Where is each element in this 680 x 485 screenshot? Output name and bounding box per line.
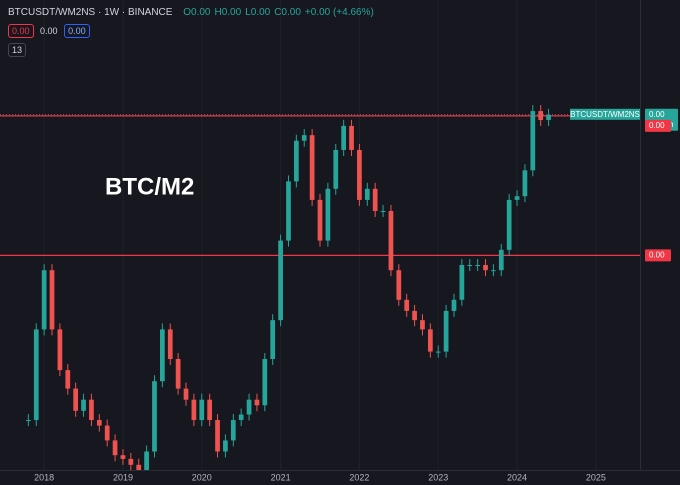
price-label: 0.00 [649, 251, 665, 260]
candle-body [183, 388, 189, 400]
symbol: BTCUSDT/WM2NS · 1W · BINANCE [8, 7, 173, 18]
candle-body [293, 140, 299, 182]
count: 13 [8, 43, 27, 57]
candle-body [49, 270, 55, 330]
candle-body [309, 135, 315, 200]
input[interactable]: 0.00 [40, 26, 58, 36]
candle-body [546, 114, 551, 120]
candle-body [254, 399, 260, 406]
ohlc-value: O0.00 [183, 7, 211, 18]
price-label-box [645, 119, 671, 132]
candle-body [144, 451, 149, 470]
legend-row: BTCUSDT/WM2NS · 1W · BINANCE O0.00 H0.00 L… [8, 7, 378, 18]
candle-body [349, 125, 354, 150]
candle-body [380, 211, 386, 212]
candle-body [451, 299, 457, 311]
candle-body [207, 399, 213, 421]
candle-body [73, 388, 79, 411]
candle-body [483, 265, 488, 271]
candle-body [199, 399, 205, 421]
candle-body [215, 420, 220, 452]
input[interactable]: 0.00 [8, 24, 34, 38]
candle-body [33, 329, 39, 421]
candle-body [530, 111, 536, 171]
x-tick-label: 2025 [586, 472, 606, 482]
candle-body [388, 211, 394, 271]
candle-body [230, 420, 236, 441]
ohlc: O0.00 H0.00 L0.00 C0.00 +0.00 (+4.66%) [183, 7, 378, 18]
last-name: BTCUSDT/WM2NS [570, 110, 640, 119]
candle-body [41, 270, 47, 330]
annotation: BTC/M2 [105, 173, 194, 200]
candle-body [160, 329, 165, 382]
candle-body [89, 399, 94, 421]
candle-body [412, 310, 417, 321]
last-name-box [570, 108, 640, 120]
price-label: 0.00 [649, 121, 665, 130]
candle-body [522, 170, 528, 197]
candle-body [538, 111, 544, 120]
candle-body [278, 240, 283, 321]
candle-body [65, 370, 71, 389]
price-label-box [645, 249, 671, 262]
x-tick-label: 2023 [428, 472, 448, 482]
candle-body [57, 329, 63, 371]
candle-body [104, 425, 110, 441]
candle-body [120, 455, 126, 459]
candle-body [238, 414, 244, 421]
candle-body [372, 188, 378, 211]
last-price: 0.00 [649, 110, 665, 119]
candle-body [270, 320, 276, 359]
candle-body [136, 464, 142, 470]
candle-body [317, 199, 323, 241]
ohlc-value: H0.00 [214, 7, 242, 18]
candle-body [514, 196, 520, 200]
candle-body [364, 188, 370, 200]
x-tick-label: 2019 [113, 472, 133, 482]
candle-body [420, 320, 425, 330]
candle-body [167, 329, 173, 359]
candle-body [396, 270, 402, 300]
candle-body [467, 265, 473, 267]
x-tick-label: 2022 [349, 472, 369, 482]
candle-body [223, 440, 228, 452]
candle-body [427, 329, 433, 352]
candle-body [506, 199, 512, 250]
candle-body [246, 399, 252, 415]
candle-body [191, 399, 197, 421]
candle-body [491, 270, 496, 272]
x-tick-label: 2021 [271, 472, 291, 482]
x-tick-label: 2020 [192, 472, 212, 482]
candle-body [128, 458, 134, 465]
ohlc-value: L0.00 [245, 7, 271, 18]
candle-body [262, 359, 268, 406]
candle-body [325, 188, 331, 241]
candle-body [475, 265, 480, 267]
candle-body [404, 299, 410, 311]
candle-body [175, 359, 181, 389]
ohlc-value: +0.00 (+4.66%) [304, 7, 374, 18]
candle-body [341, 125, 347, 150]
candle-body [357, 149, 362, 200]
candle-body [459, 265, 465, 300]
candle-body [443, 310, 449, 352]
candle-body [81, 399, 86, 411]
indicator-count[interactable]: 13 [8, 43, 27, 57]
ohlc-value: C0.00 [274, 7, 301, 18]
candle-body [96, 420, 102, 426]
x-tick-label: 2024 [507, 472, 527, 482]
candle-body [301, 135, 307, 141]
candle-body [286, 181, 291, 241]
candle-body [435, 351, 441, 353]
candle-body [333, 149, 339, 189]
inputs-row: 0.00 0.00 0.00 [8, 24, 90, 38]
candle-body [112, 440, 118, 456]
candle-body [498, 249, 504, 271]
candle-body [26, 420, 31, 422]
candle-body [152, 381, 157, 452]
x-tick-label: 2018 [34, 472, 54, 482]
input[interactable]: 0.00 [64, 24, 90, 38]
